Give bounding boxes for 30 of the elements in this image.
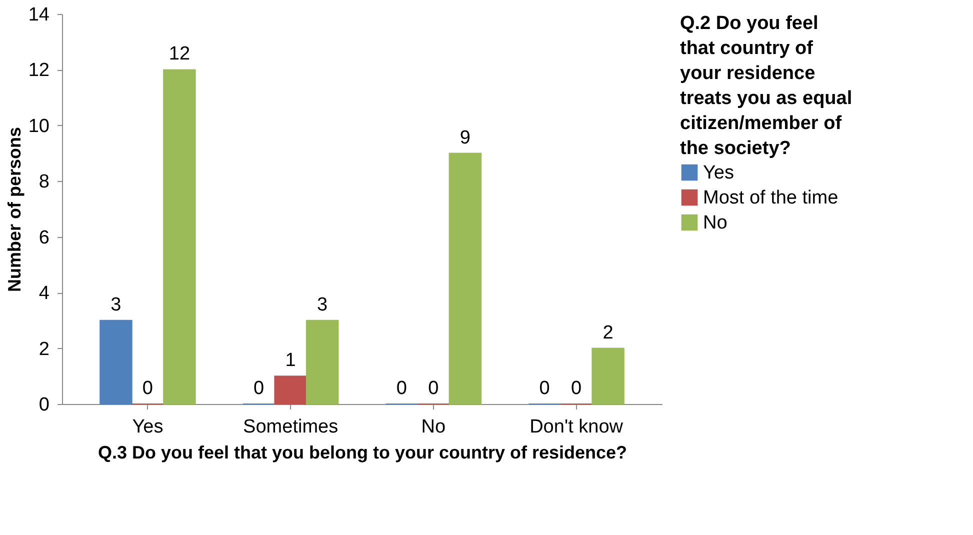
y-tick-label: 2 [38,338,50,360]
legend-label: No [703,212,728,234]
y-tick-label: 10 [28,116,50,137]
y-tick-label: 8 [38,172,50,193]
x-tick-label: No [421,416,446,438]
data-label: 0 [142,378,154,399]
data-label: 2 [602,322,614,344]
y-tick-label: 6 [38,227,50,248]
data-label: 0 [428,378,439,399]
data-label: 9 [460,127,470,148]
data-label: 0 [254,378,264,399]
data-label: 3 [317,294,328,316]
data-label: 0 [539,378,550,399]
legend-title: Q.2 Do you feel that country of your residence treats you as equal citizen/member of the society? [680,13,852,159]
y-tick-label: 12 [28,60,50,82]
y-axis-title: Number of persons [4,126,24,292]
y-tick-label: 14 [28,4,50,26]
legend-label: Most of the time [703,188,838,208]
data-label: 12 [168,44,190,65]
legend-label: Yes [703,162,734,184]
x-tick-label: Yes [132,416,164,438]
y-tick-label: 4 [38,283,50,304]
y-tick-label: 0 [38,394,50,416]
x-tick-label: Don't know [530,416,624,438]
x-axis-title: Q.3 Do you feel that you belong to your country of residence? [98,442,628,462]
data-label: 0 [396,378,407,399]
x-tick-label: Sometimes [243,416,338,438]
data-label: 1 [285,350,296,372]
data-label: 3 [110,294,122,316]
data-label: 0 [570,378,582,399]
